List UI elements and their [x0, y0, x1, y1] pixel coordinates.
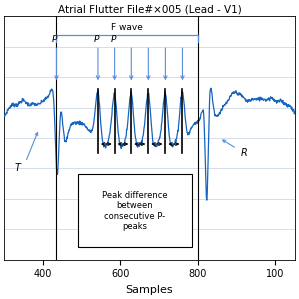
Text: P: P — [94, 35, 99, 44]
Text: Peak difference
between
consecutive P-
peaks: Peak difference between consecutive P- p… — [102, 191, 168, 231]
Title: Atrial Flutter File#×005 (Lead - V1): Atrial Flutter File#×005 (Lead - V1) — [58, 4, 241, 14]
Text: F wave: F wave — [111, 23, 143, 32]
Text: P: P — [110, 35, 116, 44]
Text: T: T — [15, 163, 21, 173]
X-axis label: Samples: Samples — [126, 285, 173, 295]
Bar — [78, 174, 192, 247]
Text: P: P — [52, 35, 58, 44]
Text: R: R — [241, 148, 248, 158]
